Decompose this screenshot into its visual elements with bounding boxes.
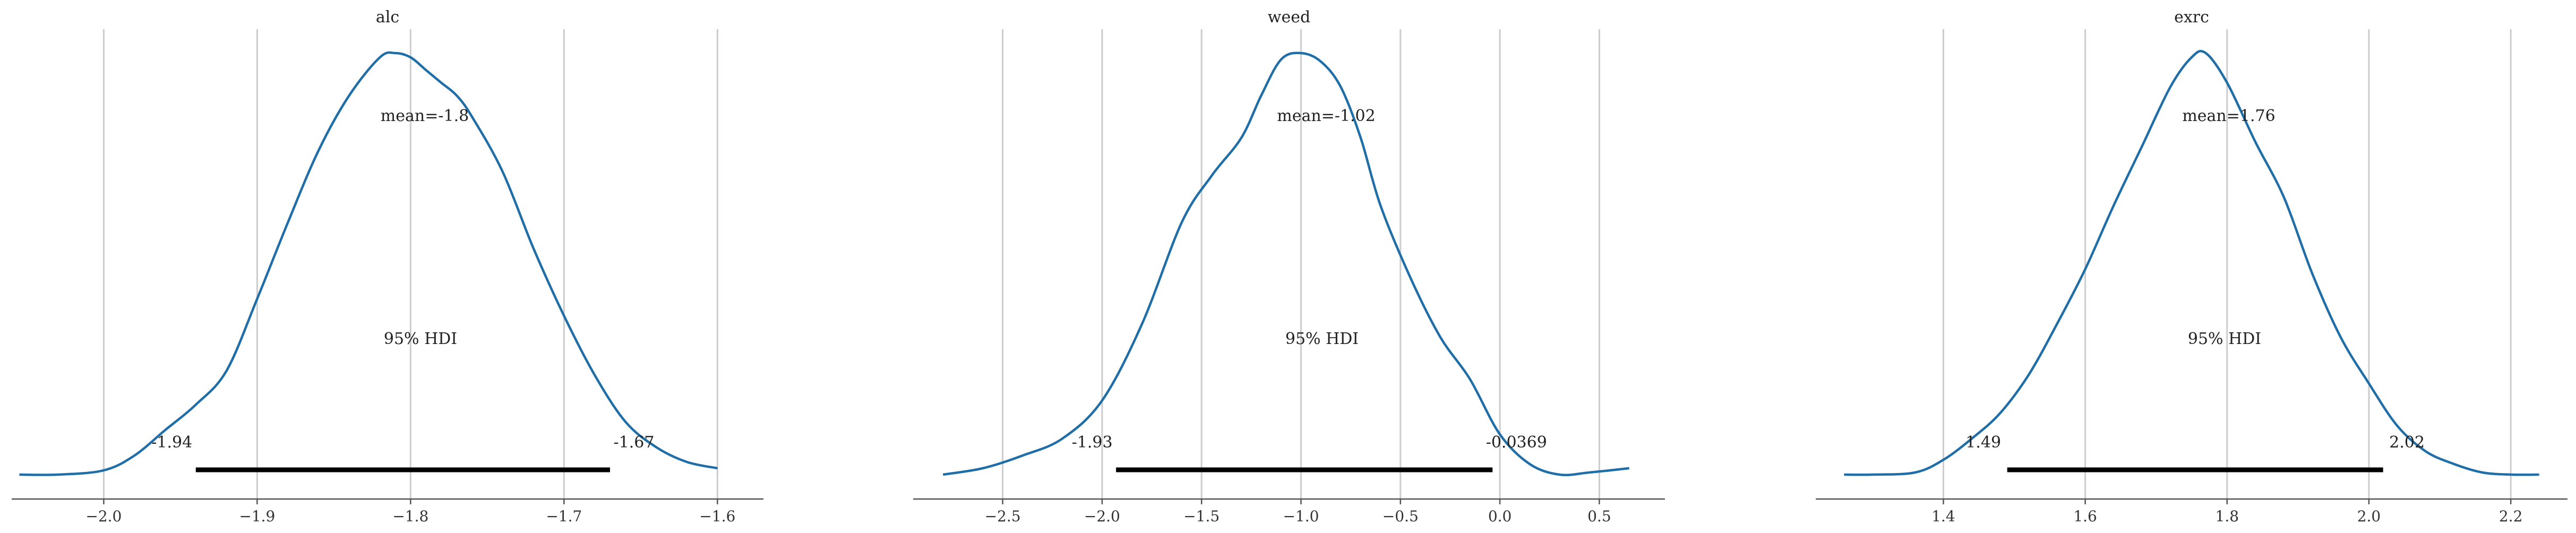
mean-label: mean=-1.8	[381, 107, 469, 125]
x-tick-label-6: 0.5	[1587, 508, 1611, 525]
panel-exrc: 1.4 1.6 1.8 2.0 2.2 1.49 2.02 exrc mean=1.76 95% …	[1816, 8, 2568, 525]
hdi-low-label: -1.93	[1072, 433, 1113, 452]
hdi-low-label: 1.49	[1965, 433, 2001, 452]
x-tick-label-1: −2.0	[1084, 508, 1120, 525]
density-curve	[19, 51, 718, 476]
mean-label: mean=1.76	[2182, 107, 2275, 125]
x-tick-label-4: −0.5	[1383, 508, 1419, 525]
panel-alc: −2.0 −1.9 −1.8 −1.7 −1.6 -1.94 -1.67 alc mean=-1…	[12, 8, 763, 525]
x-tick-label-4: −1.6	[699, 508, 735, 525]
panel-weed: −2.5 −2.0 −1.5 −1.0 −0.5 0.0 0.5 -1.93 -0.0369 we…	[913, 8, 1665, 525]
x-tick-label-4: 2.2	[2499, 508, 2523, 525]
hdi-high-label: -0.0369	[1486, 433, 1547, 452]
hdi-label: 95% HDI	[2188, 330, 2261, 348]
x-tick-label-3: −1.7	[546, 508, 582, 525]
mean-label: mean=-1.02	[1277, 107, 1375, 125]
x-tick-label-1: 1.6	[2073, 508, 2097, 525]
hdi-low-label: -1.94	[151, 433, 192, 452]
panel-title: weed	[1268, 8, 1310, 27]
x-tick-label-0: 1.4	[1931, 508, 1955, 525]
x-tick-label-3: 2.0	[2357, 508, 2381, 525]
x-tick-label-1: −1.9	[239, 508, 275, 525]
hdi-label: 95% HDI	[384, 330, 457, 348]
x-tick-label-2: 1.8	[2216, 508, 2239, 525]
density-curve	[942, 51, 1629, 477]
x-tick-label-3: −1.0	[1283, 508, 1319, 525]
x-tick-label-2: −1.5	[1183, 508, 1220, 525]
x-tick-label-0: −2.5	[985, 508, 1021, 525]
panel-title: exrc	[2174, 8, 2209, 27]
hdi-label: 95% HDI	[1285, 330, 1359, 348]
density-curve	[1844, 49, 2539, 476]
hdi-high-label: -1.67	[614, 433, 655, 452]
x-tick-label-0: −2.0	[85, 508, 122, 525]
panel-title: alc	[376, 8, 399, 27]
x-tick-label-2: −1.8	[392, 508, 428, 525]
hdi-high-label: 2.02	[2389, 433, 2425, 452]
x-tick-label-5: 0.0	[1488, 508, 1512, 525]
